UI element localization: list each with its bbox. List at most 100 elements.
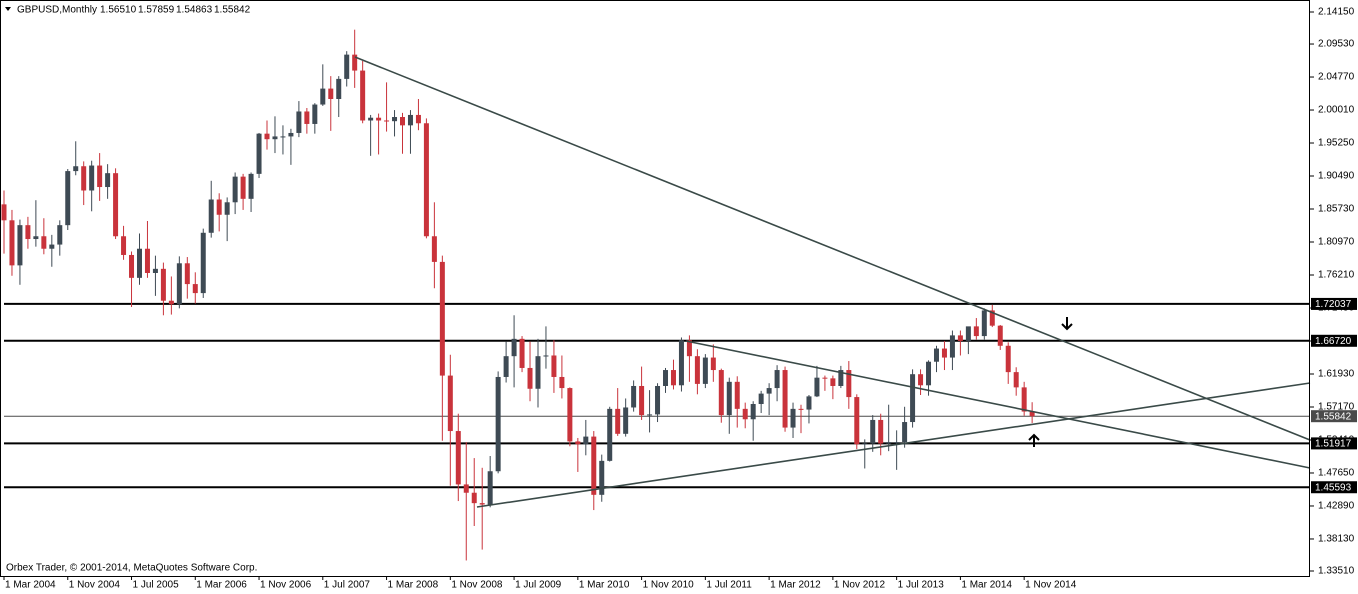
candle-body bbox=[65, 171, 71, 226]
candle-body bbox=[400, 117, 405, 126]
candle-body bbox=[989, 310, 995, 326]
candle-body bbox=[774, 370, 780, 389]
candle-body bbox=[208, 199, 214, 233]
x-tick-label: 1 Mar 2004 bbox=[5, 580, 56, 591]
candle-body bbox=[655, 385, 661, 415]
arrow-head bbox=[1028, 433, 1040, 441]
candle-body bbox=[471, 492, 477, 504]
candle-body bbox=[957, 335, 963, 341]
y-tick-label: 1.42890 bbox=[1318, 501, 1355, 512]
candle-body bbox=[320, 88, 326, 105]
candle-body bbox=[376, 117, 382, 121]
candle-body bbox=[455, 431, 461, 485]
ohlc-low: 1.54863 bbox=[176, 5, 213, 16]
candle-body bbox=[160, 268, 166, 301]
trend-line bbox=[476, 382, 1311, 508]
x-tick-label: 1 Mar 2006 bbox=[196, 580, 247, 591]
candle-body bbox=[615, 408, 621, 434]
candle-body bbox=[296, 111, 302, 133]
candle-body bbox=[81, 166, 87, 191]
x-tick-label: 1 Nov 2010 bbox=[643, 580, 695, 591]
y-tick-label: 1.95250 bbox=[1318, 138, 1355, 149]
candle-body bbox=[886, 442, 892, 444]
x-tick-label: 1 Nov 2008 bbox=[451, 580, 503, 591]
candle-body bbox=[535, 356, 541, 389]
candle-body bbox=[168, 300, 174, 305]
candle-body bbox=[862, 443, 868, 445]
candle-body bbox=[439, 261, 445, 376]
candle-body bbox=[144, 248, 150, 273]
candle-body bbox=[806, 396, 812, 410]
candle-body bbox=[200, 232, 206, 294]
candle-body bbox=[41, 236, 47, 249]
candle-body bbox=[965, 326, 971, 341]
candle-body bbox=[224, 202, 230, 215]
candle-body bbox=[941, 348, 947, 358]
candle-body bbox=[933, 348, 939, 362]
x-tick-label: 1 Mar 2010 bbox=[579, 580, 630, 591]
y-tick-label: 1.61930 bbox=[1318, 369, 1355, 380]
candle-body bbox=[184, 263, 190, 285]
candle-body bbox=[264, 133, 270, 140]
candle-body bbox=[718, 370, 724, 416]
candle-body bbox=[758, 393, 764, 405]
x-tick-label: 1 Nov 2014 bbox=[1025, 580, 1077, 591]
candle-body bbox=[814, 377, 820, 397]
candle-body bbox=[129, 254, 135, 278]
candle-body bbox=[392, 117, 398, 122]
level-label-box bbox=[1311, 410, 1357, 423]
candle-body bbox=[407, 114, 413, 126]
candle-body bbox=[487, 471, 493, 505]
candle-body bbox=[686, 340, 692, 357]
candle-body bbox=[17, 225, 23, 266]
candle-body bbox=[631, 385, 637, 408]
candle-body bbox=[312, 104, 318, 124]
candle-body bbox=[822, 377, 828, 379]
candle-body bbox=[57, 225, 63, 245]
y-tick-label: 2.14150 bbox=[1318, 7, 1355, 18]
candle-body bbox=[431, 236, 437, 262]
level-label: 1.66720 bbox=[1315, 336, 1352, 347]
candle-body bbox=[216, 199, 222, 215]
candle-body bbox=[734, 381, 740, 409]
candle-body bbox=[1, 204, 7, 221]
y-tick-label: 1.85730 bbox=[1318, 204, 1355, 215]
arrow-down bbox=[1061, 317, 1073, 331]
candle-body bbox=[360, 70, 366, 121]
candle-body bbox=[790, 408, 796, 428]
candle-body bbox=[384, 120, 390, 122]
candle-body bbox=[280, 136, 286, 138]
candle-body bbox=[599, 460, 605, 495]
candle-body bbox=[176, 263, 182, 305]
candle-body bbox=[878, 419, 884, 444]
candle-body bbox=[368, 117, 374, 121]
candle-body bbox=[591, 436, 597, 495]
y-tick-label: 1.76210 bbox=[1318, 270, 1355, 281]
candle-body bbox=[248, 173, 254, 199]
x-tick-label: 1 Jul 2013 bbox=[898, 580, 945, 591]
candle-body bbox=[894, 442, 900, 444]
candle-body bbox=[583, 436, 589, 445]
candle-body bbox=[575, 441, 581, 445]
candle-body bbox=[152, 268, 158, 273]
candle-body bbox=[742, 408, 748, 420]
candle-body bbox=[25, 225, 31, 240]
candle-body bbox=[838, 370, 844, 386]
level-label: 1.72037 bbox=[1315, 299, 1352, 310]
ohlc-close: 1.55842 bbox=[214, 5, 251, 16]
level-label-box bbox=[1311, 437, 1357, 450]
candle-body bbox=[447, 375, 453, 432]
candle-body bbox=[240, 176, 246, 199]
level-label: 1.51917 bbox=[1315, 439, 1352, 450]
candle-body bbox=[288, 132, 294, 137]
candle-body bbox=[352, 54, 358, 71]
level-label: 1.45593 bbox=[1315, 482, 1352, 493]
candle-body bbox=[479, 503, 485, 505]
y-tick-label: 1.57170 bbox=[1318, 402, 1355, 413]
x-tick-label: 1 Nov 2012 bbox=[834, 580, 886, 591]
candle-body bbox=[670, 370, 676, 386]
candle-body bbox=[232, 176, 238, 203]
y-tick-label: 1.47650 bbox=[1318, 468, 1355, 479]
